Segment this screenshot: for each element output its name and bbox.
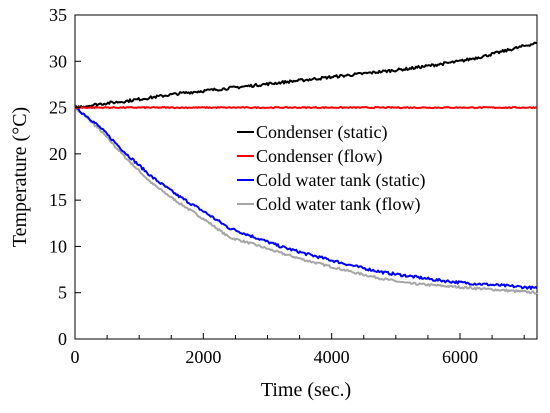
axes [74, 14, 538, 340]
ticks-layer: 0 5 10 15 20 25 30 35 0 2000 4000 6000 [49, 5, 525, 367]
y-tick-label: 0 [58, 329, 67, 349]
x-tick-label: 0 [71, 347, 80, 367]
series-layer [74, 41, 538, 295]
series-line-0 [74, 41, 538, 110]
y-tick-label: 10 [49, 236, 67, 256]
legend-label-3: Cold water tank (flow) [256, 194, 420, 215]
legend-label-0: Condenser (static) [256, 122, 387, 143]
plot-frame [74, 14, 538, 340]
y-tick-label: 35 [49, 5, 67, 25]
legend-label-1: Condenser (flow) [256, 146, 382, 167]
series-line-3 [74, 106, 538, 295]
x-tick-label: 2000 [185, 347, 221, 367]
y-tick-label: 30 [49, 51, 67, 71]
legend-label-2: Cold water tank (static) [256, 170, 425, 191]
y-tick-label: 15 [49, 190, 67, 210]
series-line-1 [74, 106, 538, 110]
y-tick-label: 25 [49, 98, 67, 118]
x-tick-label: 4000 [314, 347, 350, 367]
y-tick-label: 20 [49, 144, 67, 164]
x-axis-label: Time (sec.) [261, 379, 351, 401]
y-axis-label: Temperature (°C) [9, 107, 31, 247]
legend: Condenser (static) Condenser (flow) Cold w… [237, 122, 425, 215]
y-tick-label: 5 [58, 283, 67, 303]
series-line-2 [74, 106, 538, 290]
x-tick-label: 6000 [442, 347, 478, 367]
